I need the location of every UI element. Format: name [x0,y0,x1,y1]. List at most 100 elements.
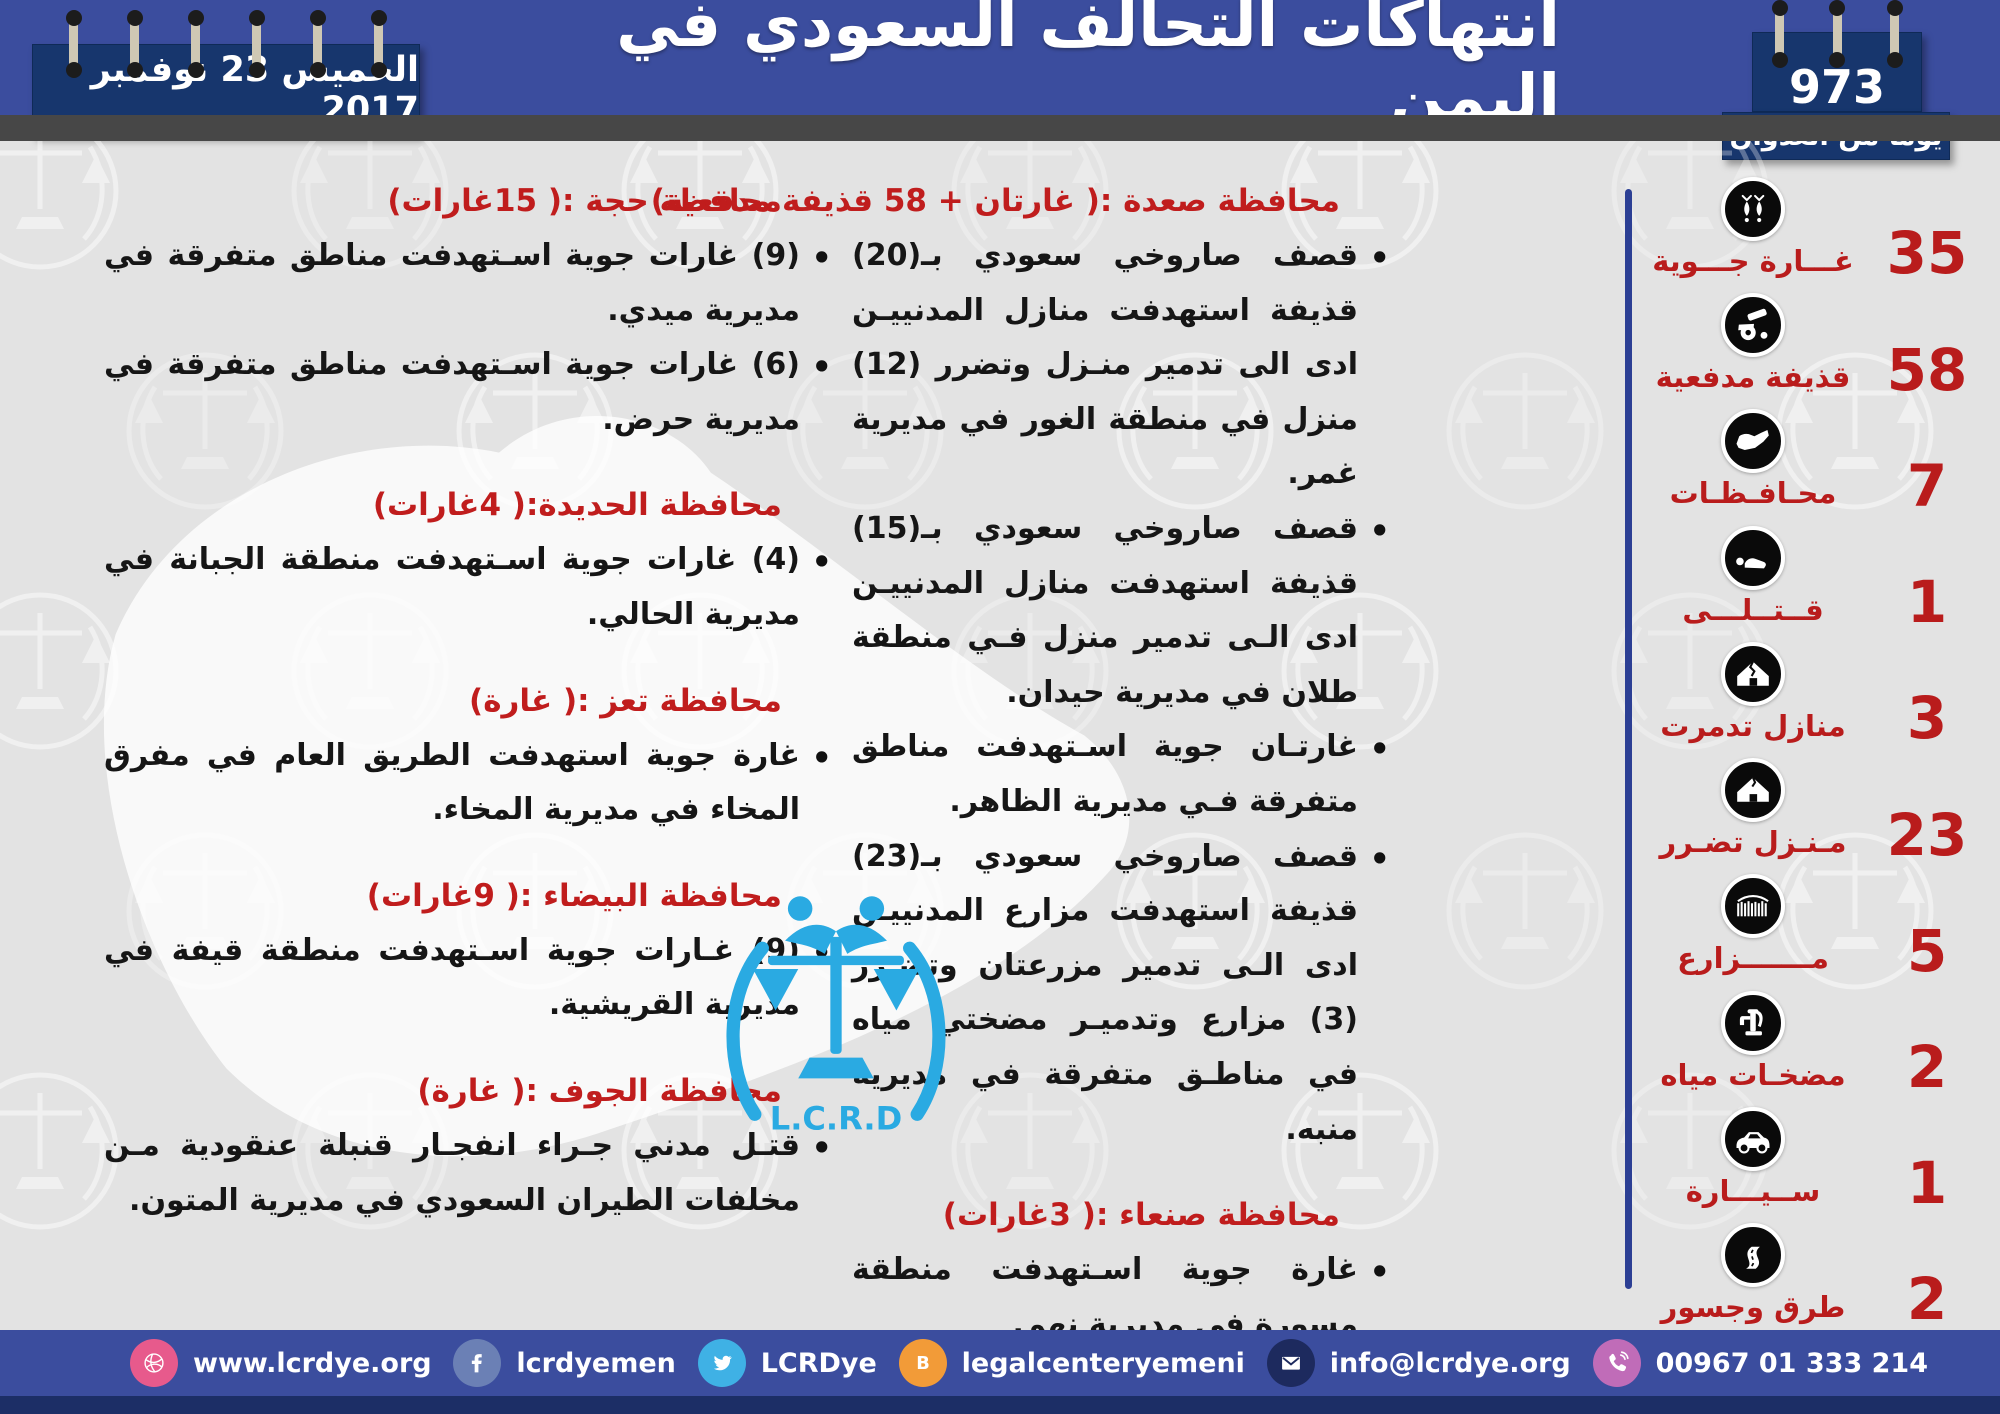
violation-item: (6) غارات جوية اسـتهدفت مناطق متفرقة في … [104,338,832,447]
footer-label: LCRDye [760,1347,877,1379]
days-count-badge: 973 [1752,0,1922,114]
email-icon [1266,1339,1315,1387]
violation-item: قصف صاروخي سعودي بـ(20) قذيفة استهدفت من… [852,229,1390,502]
governorate-section: محافظة حجة :( 15غارات) (9) غارات جوية اسـ… [104,183,842,447]
governorate-section: محافظة الحديدة:( 4غارات) (4) غارات جوية ا… [104,487,842,642]
twitter-icon [697,1339,746,1387]
calendar-rings-icon [1771,0,1903,68]
footer-email-link[interactable]: info@lcrdye.org [1266,1339,1571,1387]
stat-label: منازل تدمرت [1660,708,1846,743]
violation-item: غارتـان جوية اسـتهدفت مناطق متفرقة فـي م… [852,720,1390,829]
roads-icon [1721,1222,1785,1287]
stat-label: طرق وجسور [1660,1289,1846,1324]
lcrd-logo: L.C.R.D [726,896,946,1137]
stat-label: قذيفة مدفعية [1655,360,1851,395]
stat-value: 2 [1906,1032,1948,1101]
car-icon [1721,1106,1785,1171]
footer-label: info@lcrdye.org [1329,1347,1571,1379]
footer-bottom-strip [0,1396,2000,1414]
airstrike-icon [1721,177,1785,241]
violation-list: غارة جوية استهدفت الطريق العام في مفرق ا… [104,729,842,838]
stat-roads: 2 طرق وجسور [1636,1222,1974,1334]
governorate-section: محافظة الجوف :( غارة) قتـل مدني جـراء انف… [104,1073,842,1228]
stat-governorates: 7 محـافـظـات [1636,409,1974,520]
stat-label: مضخـات مياه [1660,1057,1846,1092]
footer-label: 00967 01 333 214 [1655,1347,1928,1379]
violation-list: (9) غارات جوية اسـتهدفت مناطق متفرقة في … [104,229,842,447]
stat-airstrike: 35 غـــارة جـــوية [1636,177,1974,288]
damaged-house-icon [1721,758,1785,823]
blogger-icon: B [898,1339,947,1387]
governorate-section: محافظة تعز :( غارة) غارة جوية استهدفت الط… [104,683,842,838]
stat-destroyed-house: 3 منازل تدمرت [1636,641,1974,753]
stat-label: غـــارة جـــوية [1652,244,1854,278]
calendar-rings-icon [65,10,387,78]
destroyed-house-icon [1721,641,1785,706]
header-bar: انتهاكات التحالف السعودي في اليمن الخميس… [0,0,2000,160]
farms-icon [1721,874,1785,939]
water-pump-icon [1721,990,1785,1055]
footer-facebook-link[interactable]: lcrdyemen [453,1339,676,1387]
globe-icon [130,1339,178,1387]
stat-value: 23 [1886,800,1968,869]
footer-label: lcrdyemen [516,1347,676,1379]
stat-water-pump: 2 مضخـات مياه [1636,990,1974,1101]
svg-text:B: B [916,1353,930,1374]
stat-value: 58 [1886,335,1968,404]
stat-value: 5 [1906,916,1948,985]
stat-label: ســيـــارة [1685,1173,1821,1208]
stat-label: قــتــلـــى [1682,592,1824,627]
governorate-section: محافظة البيضاء :( 9غارات) (9) غـارات جوية… [104,878,842,1033]
footer-label: www.lcrdye.org [193,1347,432,1379]
violation-item: قتـل مدني جـراء انفجـار قنبلة عنقودية مـ… [104,1119,832,1228]
days-count: 973 [1788,59,1886,114]
stat-value: 2 [1906,1265,1948,1334]
stat-value: 1 [1906,1149,1948,1218]
violation-item: (4) غارات جوية اسـتهدفت منطقة الجبانة في… [104,533,832,642]
footer-globe-link[interactable]: www.lcrdye.org [130,1339,432,1387]
section-heading: محافظة صعدة :( غارتان + 58 قذيفة مدفعية) [650,183,1340,219]
column-saada-sanaa: محافظة صعدة :( غارتان + 58 قذيفة مدفعية)… [650,183,1400,1414]
footer-label: legalcenteryemeni [961,1347,1245,1379]
sidebar-divider-line [1625,189,1632,1289]
content-area: 35 غـــارة جـــوية 58 قذيفة مدفعية 7 محـافـظـ… [0,141,2000,1410]
section-heading: محافظة حجة :( 15غارات) [387,183,782,219]
section-heading: محافظة صنعاء :( 3غارات) [942,1197,1340,1234]
stat-label: مـنـزل تضـرر [1659,825,1847,860]
stat-value: 7 [1906,451,1948,520]
killed-icon [1721,525,1785,590]
facebook-icon [453,1339,502,1387]
violation-list: (9) غـارات جوية اسـتهدفت منطقة قيفة في م… [104,924,842,1033]
lcrd-logo-text: L.C.R.D [770,1099,902,1137]
phone-icon [1592,1339,1641,1387]
artillery-icon [1721,293,1785,358]
stat-value: 35 [1886,219,1968,288]
footer-phone-link[interactable]: 00967 01 333 214 [1592,1339,1928,1387]
section-heading: محافظة البيضاء :( 9غارات) [366,877,782,914]
stat-car: 1 ســيـــارة [1636,1106,1974,1218]
stat-value: 1 [1906,568,1948,637]
page-title: انتهاكات التحالف السعودي في اليمن [616,0,1560,134]
header-divider-strip [0,115,2000,141]
governorates-icon [1721,409,1785,474]
footer-twitter-link[interactable]: LCRDye [697,1339,877,1387]
section-heading: محافظة الجوف :( غارة) [417,1072,782,1109]
section-heading: محافظة الحديدة:( 4غارات) [372,487,782,524]
violation-list: قتـل مدني جـراء انفجـار قنبلة عنقودية مـ… [104,1119,842,1228]
stat-artillery: 58 قذيفة مدفعية [1636,293,1974,404]
violation-item: (9) غـارات جوية اسـتهدفت منطقة قيفة في م… [104,924,832,1033]
stat-damaged-house: 23 مـنـزل تضـرر [1636,758,1974,869]
stat-value: 3 [1906,684,1948,753]
statistics-sidebar: 35 غـــارة جـــوية 58 قذيفة مدفعية 7 محـافـظـ… [1636,177,1974,1334]
stat-label: محـافـظـات [1669,476,1837,511]
violation-item: قصف صاروخي سعودي بـ(15) قذيفة استهدفت من… [852,502,1390,720]
section-heading: محافظة تعز :( غارة) [469,682,782,719]
stat-label: مـــــــزارع [1677,941,1829,976]
column-other-governorates: محافظة حجة :( 15غارات) (9) غارات جوية اسـ… [104,183,842,1268]
stat-killed: 1 قــتــلـــى [1636,525,1974,637]
violation-item: غارة جوية استهدفت الطريق العام في مفرق ا… [104,729,832,838]
violation-list: (4) غارات جوية اسـتهدفت منطقة الجبانة في… [104,533,842,642]
